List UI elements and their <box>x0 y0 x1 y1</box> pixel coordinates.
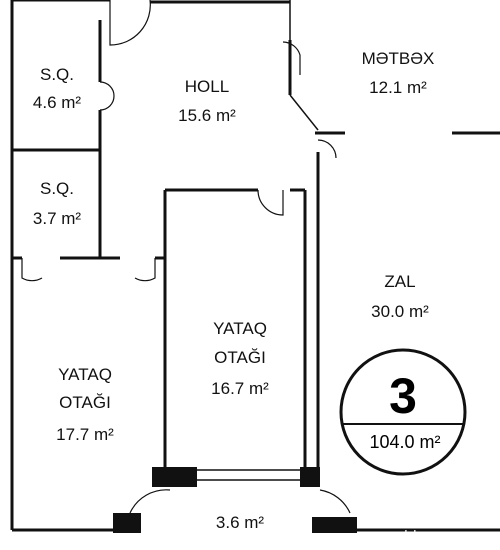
bath1-area: 4.6 m² <box>33 93 82 112</box>
hall-name: HOLL <box>185 77 229 96</box>
kitchen-name: MƏTBƏX <box>362 49 435 68</box>
door-swings <box>21 0 351 514</box>
room-living: ZAL 30.0 m² <box>371 272 429 321</box>
bedroom-middle-area: 16.7 m² <box>211 379 269 398</box>
room-balcony: 3.6 m² <box>216 513 265 532</box>
badge-total-area: 104.0 m² <box>369 432 440 452</box>
badge-room-count: 3 <box>389 368 417 424</box>
watermark-text: bina.az <box>404 529 455 545</box>
bedroom-middle-name-2: OTAĞI <box>214 348 266 367</box>
walls <box>10 0 500 533</box>
apartment-badge: 3 104.0 m² <box>339 348 467 476</box>
hall-area: 15.6 m² <box>178 106 236 125</box>
bedroom-left-name-2: OTAĞI <box>59 393 111 412</box>
living-name: ZAL <box>384 272 415 291</box>
bedroom-middle-name-1: YATAQ <box>213 319 267 338</box>
bedroom-left-name-1: YATAQ <box>58 365 112 384</box>
bath2-area: 3.7 m² <box>33 209 82 228</box>
room-bedroom-left: YATAQ OTAĞI 17.7 m² <box>56 365 114 444</box>
bedroom-left-area: 17.7 m² <box>56 425 114 444</box>
living-area: 30.0 m² <box>371 302 429 321</box>
bath2-name: S.Q. <box>40 179 74 198</box>
room-bath2: S.Q. 3.7 m² <box>33 179 82 228</box>
room-kitchen: MƏTBƏX 12.1 m² <box>362 49 435 97</box>
room-bath1: S.Q. 4.6 m² <box>33 65 82 112</box>
room-hall: HOLL 15.6 m² <box>178 77 236 125</box>
room-bedroom-middle: YATAQ OTAĞI 16.7 m² <box>211 319 269 398</box>
kitchen-area: 12.1 m² <box>369 78 427 97</box>
bath1-name: S.Q. <box>40 65 74 84</box>
balcony-area: 3.6 m² <box>216 513 265 532</box>
watermark: bina.az <box>404 529 455 545</box>
